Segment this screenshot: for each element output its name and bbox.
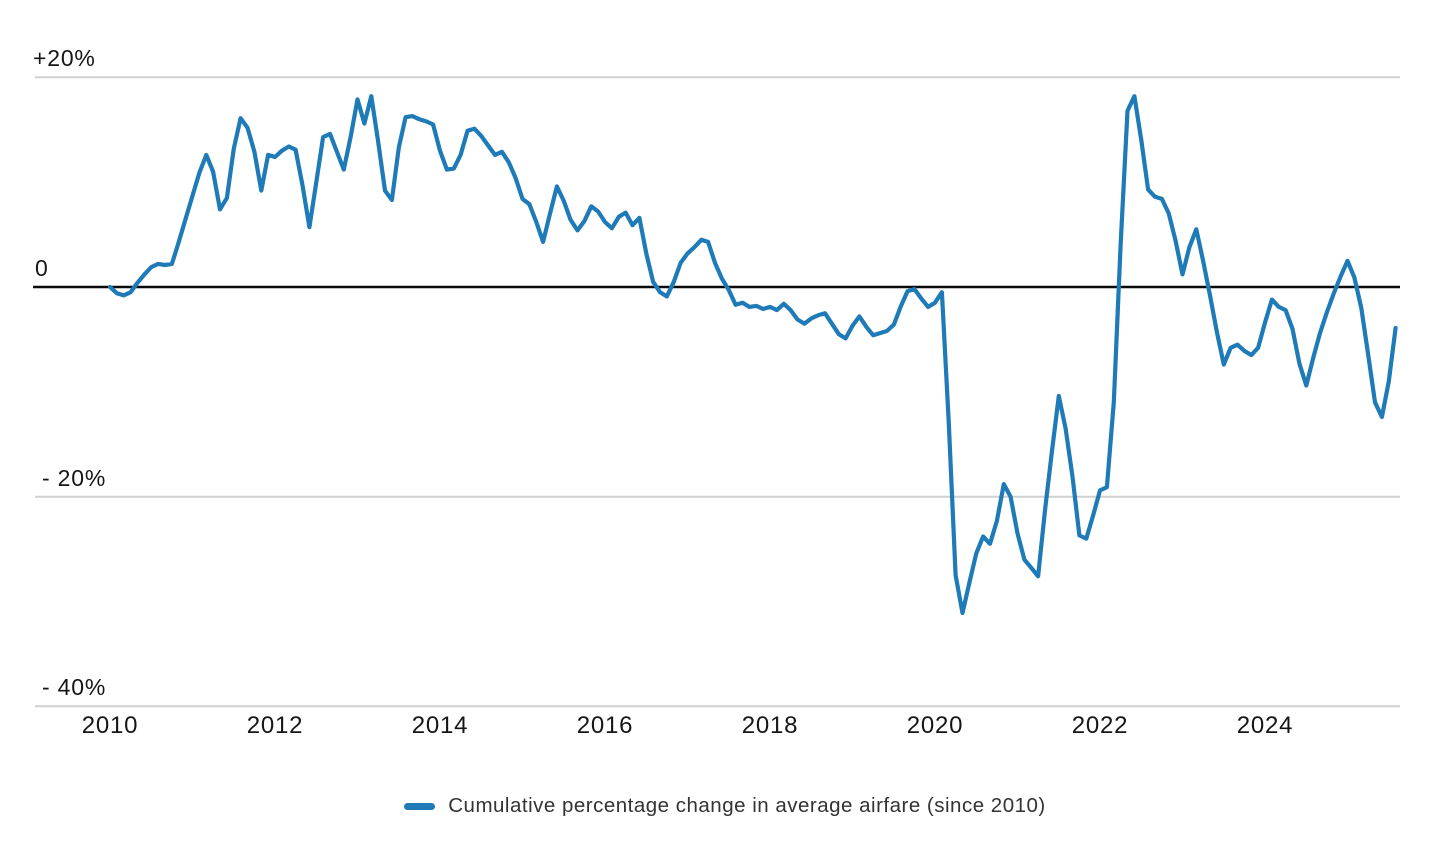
y-tick-label: - 20% [42,464,107,491]
x-tick-label: 2020 [906,712,964,739]
x-tick-label: 2012 [246,712,304,739]
x-tick-label: 2024 [1236,712,1294,739]
x-tick-label: 2016 [576,712,634,739]
x-tick-label: 2022 [1071,712,1129,739]
y-tick-label: +20% [33,45,96,72]
airfare-series-line [107,94,1398,616]
x-tick-label: 2018 [741,712,799,739]
y-tick-label: - 40% [42,674,107,701]
legend-label: Cumulative percentage change in average … [448,794,1046,817]
y-tick-label: 0 [35,255,49,281]
legend-line-swatch [404,802,436,810]
x-tick-label: 2010 [81,712,139,739]
x-tick-label: 2014 [411,712,469,739]
legend: Cumulative percentage change in average … [0,793,1450,819]
